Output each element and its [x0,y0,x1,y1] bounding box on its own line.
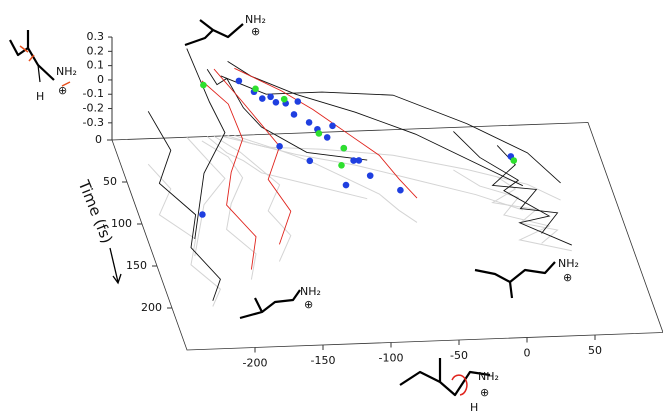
z-tick-label: 0.3 [87,30,105,43]
molecule-charge: ⊕ [58,84,67,97]
molecule [474,261,556,284]
x-tick-label: 50 [588,344,602,357]
trajectory-point [200,81,207,89]
z-tick-label: -0.3 [83,116,104,129]
trajectory [227,61,523,187]
x-tick-label: 0 [524,347,531,360]
molecule [199,19,214,31]
molecule-charge: ⊕ [563,271,572,284]
molecule-label: NH₂ [245,13,266,26]
trajectory-point [305,119,313,126]
trajectory-point [235,77,243,85]
trajectory-point [199,211,206,218]
trajectory-point [306,157,314,165]
y-tick-label: 200 [141,301,162,314]
molecule-label: NH₂ [300,285,321,298]
arrow [19,45,71,87]
trajectory-point [323,134,331,141]
shadows [147,135,572,307]
molecule-sketches: NH₂ ⊕ NH₂ ⊕ H NH₂ ⊕ NH₂ ⊕ NH₂ ⊕ H [9,13,579,414]
trajectory-shadow [220,135,561,201]
trajectory-point [294,98,302,105]
trajectory-shadow [453,169,572,252]
trajectory-point [272,99,280,106]
trajectory-point [315,130,323,137]
trajectory-point [366,172,374,179]
molecule-label: NH₂ [56,65,77,78]
trajectory-point [329,122,336,130]
y-tick-label: 50 [103,175,117,188]
molecule-h: H [36,90,44,103]
trajectory-point [267,93,274,101]
z-tick-label: -0.1 [83,87,104,100]
trajectories [147,48,572,301]
floor [111,122,663,351]
x-tick-label: -200 [243,357,268,370]
axis-arrow [109,247,122,285]
trajectory [147,111,221,301]
trajectory-shadow [201,140,257,280]
trajectory-point [280,95,288,103]
trajectory-point [252,85,259,93]
trajectory-shadow [213,135,292,262]
trajectory [453,131,572,246]
molecule-label: NH₂ [478,370,499,383]
molecule-h: H [470,401,478,414]
trajectory-shadow [234,135,418,223]
molecule [254,297,263,313]
trajectory [206,69,368,161]
trajectory-point [355,157,363,164]
floor-frame [111,122,663,351]
molecule-charge: ⊕ [480,386,489,399]
x-tick-label: -150 [311,354,336,367]
trajectory-point [259,95,266,102]
points [199,77,518,218]
trajectory-point [340,144,348,152]
trajectory [186,48,226,240]
trajectory-point [350,157,357,164]
trajectory [201,80,257,270]
trajectory [220,75,561,184]
z-tick-label: 0.2 [87,44,105,57]
molecule [508,281,514,299]
trajectory [213,68,292,245]
molecule [399,370,491,397]
molecule-label: NH₂ [558,257,579,270]
z-tick-label: 0 [97,73,104,86]
molecule [239,289,301,320]
z-tick-label: -0.2 [83,102,104,115]
trajectory-shadow [206,136,368,200]
trajectory-shadow [491,176,559,244]
trajectory-point [276,142,283,150]
molecule-charge: ⊕ [304,298,313,311]
trajectory-point [397,186,404,194]
z-tick-label: 0.1 [87,59,105,72]
trajectory-point [338,161,345,169]
x-tick-label: -100 [379,352,404,365]
trajectory-shadow [147,163,222,307]
y-tick-label: 100 [111,217,132,230]
x-tick-label: -50 [450,349,468,362]
trajectory-shadow [186,136,226,257]
y-tick-label: 150 [126,259,147,272]
trajectory-point [510,157,518,164]
arrow [451,374,468,396]
trajectory-point [342,181,350,189]
molecule [37,64,41,83]
molecule [184,23,244,47]
molecule [9,39,55,81]
trajectory [234,67,418,199]
trajectory-point [290,111,298,118]
y-tick-label: 0 [95,133,102,146]
molecule-charge: ⊕ [251,25,260,38]
trajectory [491,145,559,234]
